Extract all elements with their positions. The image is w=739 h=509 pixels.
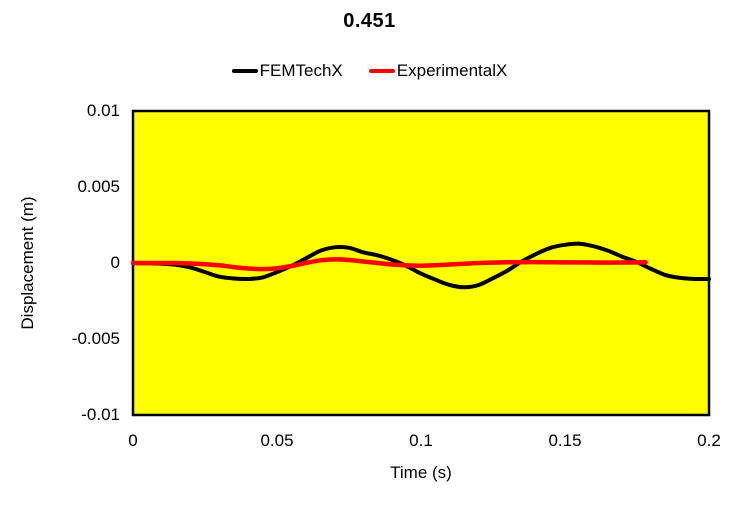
femtechx-line-swatch-icon	[231, 69, 258, 73]
y-axis-title: Displacement (m)	[18, 196, 37, 330]
legend-label-femtechx: FEMTechX	[259, 61, 343, 80]
x-tick-label: 0.15	[548, 431, 582, 450]
x-tick-label: 0	[128, 431, 138, 450]
legend-label-experimentalx: ExperimentalX	[396, 61, 508, 80]
chart-title: 0.451	[343, 10, 396, 32]
x-tick-label: 0.1	[409, 431, 433, 450]
y-tick-label: 0.005	[77, 177, 120, 196]
legend-item-experimentalx: ExperimentalX	[368, 61, 508, 81]
y-tick-label: -0.005	[71, 329, 120, 348]
x-tick-label: 0.05	[260, 431, 294, 450]
y-tick-label: -0.01	[81, 405, 120, 424]
series-line-experimentalx	[130, 257, 648, 272]
experimentalx-line-swatch-icon	[368, 69, 395, 73]
series-line-femtechx	[131, 241, 711, 290]
x-axis-title: Time (s)	[390, 463, 452, 482]
legend: FEMTechX ExperimentalX	[0, 61, 739, 81]
y-tick-label: 0.01	[86, 101, 120, 120]
x-tick-label: 0.2	[697, 431, 721, 450]
y-tick-label: 0	[110, 253, 120, 272]
legend-item-femtechx: FEMTechX	[231, 61, 343, 81]
